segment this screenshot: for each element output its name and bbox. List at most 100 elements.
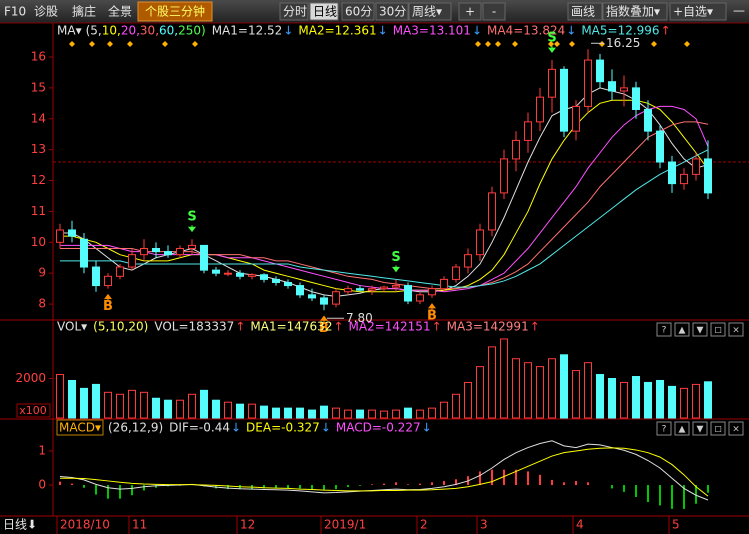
volume-bar xyxy=(272,407,280,419)
period-label[interactable]: 周线▾ xyxy=(412,5,442,19)
candle-body xyxy=(536,96,544,123)
volume-bar xyxy=(188,393,196,419)
y-tick-label: 0 xyxy=(38,478,46,492)
toolbar-button[interactable] xyxy=(602,2,668,21)
macd-title[interactable]: MACD▾ xyxy=(59,421,101,435)
panel-icon[interactable] xyxy=(710,421,726,436)
panel-icon-glyph[interactable]: × xyxy=(732,326,740,336)
panel-icon-glyph[interactable]: ▼ xyxy=(697,326,704,336)
legend-entry: DEA=-0.327 xyxy=(246,421,320,435)
y-tick-label: 16 xyxy=(31,49,46,63)
volume-bar xyxy=(116,393,124,419)
highlight-button-label[interactable]: 个股三分钟 xyxy=(145,4,205,19)
event-marker[interactable] xyxy=(569,41,575,47)
panel-icon-glyph[interactable]: ? xyxy=(662,326,667,336)
event-marker[interactable] xyxy=(548,41,554,47)
event-marker[interactable] xyxy=(107,41,113,47)
candle-body xyxy=(296,285,304,296)
zoom-button[interactable] xyxy=(482,2,506,21)
panel-icon-glyph[interactable]: ◻ xyxy=(714,425,721,435)
highlight-button[interactable] xyxy=(137,1,213,22)
unit-box xyxy=(16,403,51,418)
event-marker[interactable] xyxy=(89,41,95,47)
volume-bar xyxy=(404,407,412,419)
toolbar-button[interactable] xyxy=(567,2,603,21)
toolbar-button[interactable]: F10 xyxy=(4,5,26,19)
zoom-label[interactable]: - xyxy=(492,5,496,19)
event-marker[interactable] xyxy=(69,41,75,47)
event-marker[interactable] xyxy=(495,41,501,47)
panel-icon[interactable] xyxy=(674,322,690,337)
panel-icon[interactable] xyxy=(710,322,726,337)
period-label[interactable]: 分时 xyxy=(283,5,307,19)
toolbar-button[interactable]: 擒庄 xyxy=(72,4,96,19)
legend-entry: MA1=12.52 xyxy=(212,24,283,38)
high-label: 16.25 xyxy=(606,36,640,50)
panel-icon-glyph[interactable]: ▲ xyxy=(679,326,686,336)
panel-icon[interactable] xyxy=(728,421,744,436)
panel-icon[interactable] xyxy=(656,322,672,337)
macd-title-box[interactable] xyxy=(56,419,104,436)
volume-bar xyxy=(236,403,244,419)
volume-bar xyxy=(416,409,424,419)
volume-bar xyxy=(524,362,532,419)
candle-body xyxy=(92,266,100,287)
y-tick-label: 14 xyxy=(31,111,46,125)
macd-params: (26,12,9) xyxy=(108,421,163,435)
period-button[interactable] xyxy=(309,2,339,21)
toolbar-label[interactable]: 指数叠加▾ xyxy=(606,4,660,19)
event-marker[interactable] xyxy=(599,41,605,47)
event-marker[interactable] xyxy=(475,41,481,47)
toolbar-label[interactable]: +自选▾ xyxy=(673,5,713,19)
panel-icon[interactable] xyxy=(692,421,708,436)
toolbar-button[interactable]: 全景 xyxy=(108,4,132,19)
panel-icon-glyph[interactable]: ◻ xyxy=(714,326,721,336)
panel-icon[interactable] xyxy=(674,421,690,436)
period-label[interactable]: 60分 xyxy=(345,5,372,19)
legend-arrow: ↑ xyxy=(530,320,540,334)
volume-bar xyxy=(596,374,604,419)
legend-arrow: ↓ xyxy=(283,24,293,38)
period-label[interactable]: 30分 xyxy=(379,5,406,19)
panel-icon-glyph[interactable]: ? xyxy=(662,425,667,435)
legend-entry: MA2=12.361 xyxy=(298,24,376,38)
event-marker[interactable] xyxy=(192,41,198,47)
toolbar-button[interactable] xyxy=(669,2,727,21)
toolbar-label[interactable]: 画线 xyxy=(571,5,595,19)
candle-body xyxy=(632,87,640,110)
event-marker[interactable] xyxy=(651,41,657,47)
panel-icon-glyph[interactable]: ▼ xyxy=(697,425,704,435)
panel-icon[interactable] xyxy=(728,322,744,337)
event-marker[interactable] xyxy=(162,41,168,47)
candle-body xyxy=(680,173,688,185)
minimize[interactable]: — xyxy=(733,4,745,18)
period-footer[interactable]: 日线⬇ xyxy=(3,518,37,532)
event-marker[interactable] xyxy=(554,41,560,47)
volume-bar xyxy=(656,379,664,419)
dif-line xyxy=(59,440,709,501)
panel-icon[interactable] xyxy=(656,421,672,436)
volume-bar xyxy=(320,405,328,419)
ma-title[interactable]: MA▾ xyxy=(57,24,82,38)
zoom-button[interactable] xyxy=(458,2,482,21)
volume-bar xyxy=(452,393,460,419)
period-button[interactable] xyxy=(279,2,309,21)
panel-icon[interactable] xyxy=(692,322,708,337)
event-marker[interactable] xyxy=(512,41,518,47)
legend-entry: VOL=183337 xyxy=(154,320,234,334)
volume-bar xyxy=(440,401,448,419)
event-marker[interactable] xyxy=(485,41,491,47)
event-marker[interactable] xyxy=(684,41,690,47)
panel-icon-glyph[interactable]: ▲ xyxy=(679,425,686,435)
period-button[interactable] xyxy=(341,2,375,21)
toolbar-button[interactable]: 诊股 xyxy=(34,5,58,19)
panel-icon-glyph[interactable]: × xyxy=(732,425,740,435)
zoom-label[interactable]: + xyxy=(465,5,475,19)
period-button[interactable] xyxy=(375,2,409,21)
volume-bar xyxy=(380,410,388,419)
period-button[interactable] xyxy=(408,2,452,21)
period-label[interactable]: 日线 xyxy=(313,5,337,19)
candle-body xyxy=(344,288,352,293)
event-marker[interactable] xyxy=(127,41,133,47)
candle-body xyxy=(152,248,160,253)
